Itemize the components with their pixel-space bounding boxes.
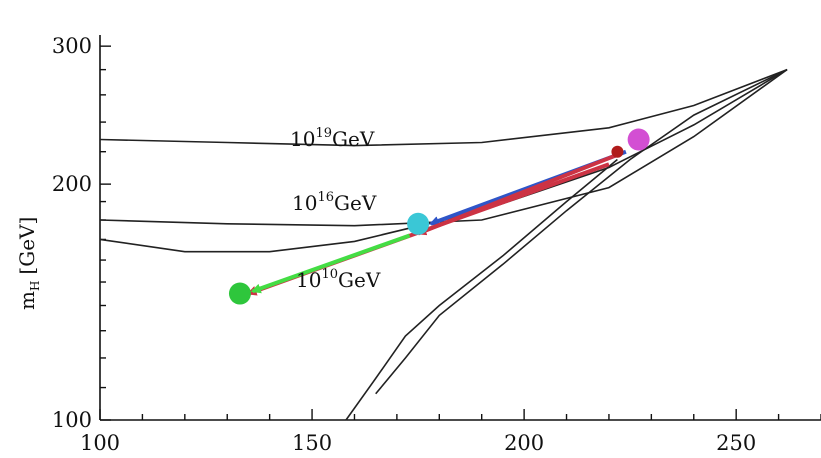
data-point [627, 128, 650, 151]
band-label-10: 1010GeV [296, 267, 381, 292]
flow-arrow [250, 233, 411, 294]
y-tick-label: 300 [52, 34, 92, 58]
y-axis-label: mH[GeV] [15, 217, 42, 310]
boundary-curve [99, 68, 788, 227]
band-label-16: 1016GeV [292, 190, 377, 215]
y-tick-label: 200 [52, 172, 92, 196]
x-tick-label: 150 [292, 431, 332, 455]
curves [99, 68, 788, 421]
x-tick-label: 100 [80, 431, 120, 455]
tick-labels: 100 150 200 250 100 200 300 [52, 34, 756, 455]
boundary-curve [99, 68, 788, 147]
data-point [407, 212, 430, 235]
points [228, 128, 650, 305]
x-tick-label: 200 [504, 431, 544, 455]
boundary-curve [345, 158, 618, 421]
y-tick-label: 100 [52, 408, 92, 432]
x-tick-label: 250 [716, 431, 756, 455]
ticks [99, 45, 821, 421]
band-label-19: 1019GeV [290, 126, 375, 151]
arrows [246, 149, 627, 296]
boundary-curve [375, 68, 788, 395]
data-point [611, 145, 624, 158]
data-point [228, 282, 251, 305]
